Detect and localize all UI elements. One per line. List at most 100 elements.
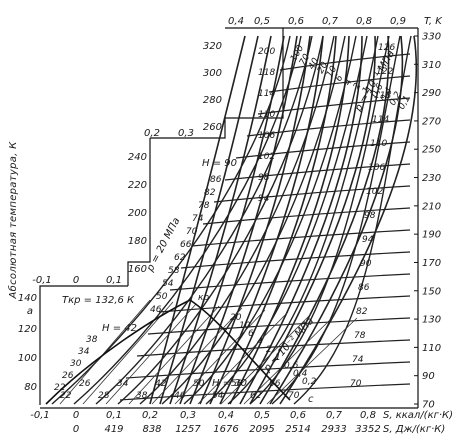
dome-h30-label: H = 30 bbox=[212, 378, 247, 389]
low-region-label: 6 bbox=[248, 329, 254, 339]
enthalpy-label: 66 bbox=[180, 240, 192, 250]
right-tick-label: 70 bbox=[422, 400, 435, 411]
top-s-0.8: 0,8 bbox=[356, 16, 372, 27]
tick-260: 260 bbox=[203, 122, 222, 133]
isotherm-curve bbox=[259, 35, 390, 405]
enthalpy-right-label: 94 bbox=[362, 235, 374, 245]
enthalpy-right-label: 114 bbox=[372, 115, 389, 125]
enthalpy-right-label: 90 bbox=[360, 259, 372, 269]
right-tick-label: 250 bbox=[422, 145, 441, 156]
isenthalp-curve bbox=[125, 361, 411, 379]
isobar-curve bbox=[95, 35, 313, 405]
right-tick-label: 190 bbox=[422, 230, 441, 241]
y-axis-title: Абсолютная температура, К bbox=[7, 141, 19, 300]
top-s-0.9: 0,9 bbox=[390, 16, 406, 27]
right-tick-label: 150 bbox=[422, 286, 441, 297]
enthalpy-right-label: 70 bbox=[350, 379, 362, 389]
low-region-label: 20 bbox=[230, 313, 242, 323]
bot-j-1676: 1676 bbox=[213, 424, 238, 435]
low-region-label: 4 bbox=[257, 337, 263, 347]
enthalpy-label: 58 bbox=[168, 266, 180, 276]
right-tick-label: 310 bbox=[422, 60, 441, 71]
enthalpy-low-label: 38 bbox=[86, 335, 98, 345]
left-ticks-mid: 240 220 200 180 160 bbox=[128, 152, 147, 275]
dome-label: 54 bbox=[212, 391, 224, 401]
low-s-0: 0 bbox=[73, 275, 79, 286]
chart-curves bbox=[51, 35, 418, 405]
enthalpy-right-label: 110 bbox=[370, 139, 387, 149]
mid-step-frame bbox=[150, 118, 226, 139]
isobar-curve bbox=[249, 35, 390, 405]
bottom-axis-title-joule: S, Дж/(кг·К) bbox=[383, 424, 445, 435]
low-region-label: 0,6 bbox=[284, 361, 299, 371]
dome-label: 66 bbox=[269, 379, 281, 389]
dome-label: 38 bbox=[136, 391, 148, 401]
isenthalp-curve bbox=[224, 163, 411, 181]
bot-s-0.4: 0,4 bbox=[218, 410, 234, 421]
enthalpy-right-label: 126 bbox=[378, 43, 395, 53]
low-s-minus0.1: -0,1 bbox=[32, 275, 52, 286]
right-tick-label: 210 bbox=[422, 201, 441, 212]
tick-140: 140 bbox=[18, 293, 37, 304]
isotherm-label: 200 bbox=[258, 47, 275, 57]
enthalpy-right-label: 122 bbox=[376, 67, 393, 77]
isobar-curve bbox=[227, 35, 379, 405]
isobar-curve bbox=[117, 35, 324, 405]
tick-80: 80 bbox=[24, 382, 37, 393]
wet-region-line bbox=[197, 311, 289, 405]
bot-s-minus0.1: -0,1 bbox=[30, 410, 50, 421]
isobar-curve bbox=[205, 35, 368, 405]
isobar-curve bbox=[293, 35, 412, 405]
enthalpy-right-label: 82 bbox=[356, 307, 368, 317]
bot-s-0.7: 0,7 bbox=[326, 410, 343, 421]
isobar-label: 2 bbox=[352, 81, 364, 91]
low-region-label: 0,2 bbox=[302, 377, 317, 387]
top-s-0.4: 0,4 bbox=[228, 16, 244, 27]
isenthalp-curve bbox=[246, 119, 411, 137]
isenthalp-curve bbox=[257, 97, 411, 115]
wet-region-line bbox=[174, 309, 266, 405]
right-axis-title: T, K bbox=[424, 16, 443, 27]
wet-region-line bbox=[151, 307, 243, 405]
label-c: c bbox=[308, 394, 314, 405]
isenthalp-curve bbox=[158, 295, 411, 313]
right-tick-label: 110 bbox=[422, 343, 441, 354]
mid-s-0.3: 0,3 bbox=[178, 128, 194, 139]
enthalpy-right-label: 102 bbox=[366, 187, 383, 197]
bot-j-2514: 2514 bbox=[285, 424, 310, 435]
enthalpy-right-label: 78 bbox=[354, 331, 366, 341]
isobar-label: 6 bbox=[334, 73, 346, 83]
bottom-joule-ticks: 0 419 838 1257 1676 2095 2514 2933 3352 … bbox=[73, 424, 445, 435]
mid-s-0.2: 0,2 bbox=[144, 128, 160, 139]
wet-region-line bbox=[105, 303, 197, 405]
bot-s-0.5: 0,5 bbox=[254, 410, 270, 421]
enthalpy-right-label: 86 bbox=[358, 283, 370, 293]
critical-point-marker-label: кр bbox=[198, 293, 209, 303]
isenthalp-curve bbox=[169, 273, 411, 291]
low-region-label: 2 bbox=[266, 345, 272, 355]
enthalpy-label: 86 bbox=[210, 175, 222, 185]
enthalpy-right-label: 118 bbox=[374, 91, 391, 101]
wet-region-line bbox=[59, 299, 151, 405]
dome-label: 70 bbox=[288, 391, 300, 401]
stepped-axis-frame bbox=[39, 27, 419, 409]
bot-s-0: 0 bbox=[73, 410, 79, 421]
bot-j-1257: 1257 bbox=[175, 424, 201, 435]
bot-s-0.6: 0,6 bbox=[290, 410, 306, 421]
isotherm-label: 94 bbox=[258, 194, 270, 204]
bottom-axis-title-kcal: S, ккал/(кг·К) bbox=[383, 410, 453, 421]
isenthalp-curve bbox=[279, 53, 411, 71]
right-tick-label: 130 bbox=[422, 315, 441, 326]
enthalpy-label: 46 bbox=[150, 305, 162, 315]
right-tick-label: 270 bbox=[422, 116, 441, 127]
isotherm-curve bbox=[249, 35, 376, 405]
isobar-curve bbox=[161, 35, 346, 405]
bot-j-3352: 3352 bbox=[355, 424, 380, 435]
enthalpy-label: 70 bbox=[186, 227, 198, 237]
isenthalp-curve bbox=[268, 75, 411, 93]
low-region-label: 10 bbox=[239, 321, 251, 331]
enthalpy-h42-label: H = 42 bbox=[102, 323, 137, 334]
isobar-curve bbox=[73, 35, 302, 405]
enthalpy-low-label: 22 bbox=[54, 383, 66, 393]
